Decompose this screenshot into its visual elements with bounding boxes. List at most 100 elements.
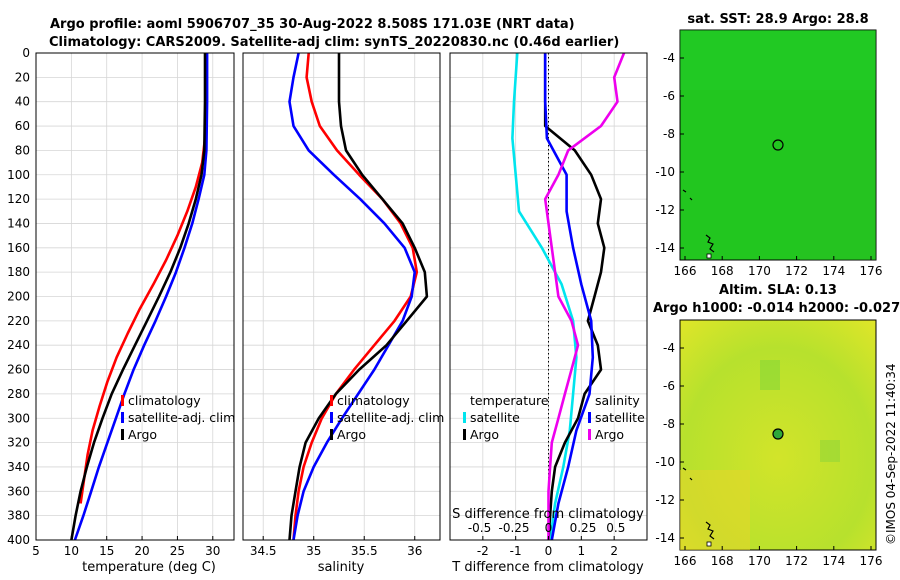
x-tick-label: 1 [578, 544, 586, 558]
sst-map-shade [800, 150, 876, 260]
legend-title-temperature: temperature [470, 393, 549, 408]
map-x-tick-label: 166 [674, 264, 697, 278]
map-x-tick-label: 170 [748, 554, 771, 568]
x2-tick-label: -0.5 [468, 521, 491, 535]
sst-map-ticks: 166 168 170 172 174 176 -4 -6 -8 -10 -12 -14 [655, 51, 882, 278]
map-y-tick-label: -10 [655, 455, 675, 469]
argo-location-marker [772, 428, 784, 440]
depth-tick-label: 120 [7, 192, 30, 206]
legend-swatch-temp-satellite [463, 412, 466, 423]
x-tick-label: 15 [99, 544, 114, 558]
header-title-line2: Climatology: CARS2009. Satellite-adj cli… [49, 35, 619, 50]
x2-tick-label: 0.25 [570, 521, 597, 535]
map-y-tick-label: -10 [655, 165, 675, 179]
map-y-tick-label: -12 [655, 203, 675, 217]
x-tick-label: 0 [545, 544, 553, 558]
legend-label-sal-argo: Argo [595, 427, 624, 442]
x-tick-label: 2 [610, 544, 618, 558]
map-y-tick-label: -4 [663, 51, 675, 65]
legend-title-salinity: salinity [595, 393, 640, 408]
map-y-tick-label: -4 [663, 341, 675, 355]
map-y-tick-label: -12 [655, 493, 675, 507]
depth-tick-label: 240 [7, 338, 30, 352]
depth-tick-label: 40 [15, 95, 30, 109]
map-x-tick-label: 170 [748, 264, 771, 278]
sst-map-title: sat. SST: 28.9 Argo: 28.8 [687, 12, 868, 27]
depth-tick-label: 20 [15, 70, 30, 84]
depth-tick-label: 340 [7, 460, 30, 474]
legend-swatch-sal-satellite [588, 412, 591, 423]
sst-map [679, 29, 877, 261]
sst-map-shade [680, 30, 876, 90]
map-x-tick-label: 176 [860, 264, 883, 278]
island-outline [706, 253, 712, 259]
map-x-tick-label: 174 [822, 554, 845, 568]
map-x-tick-label: 174 [822, 264, 845, 278]
series-line-satellite-adj-clim [288, 52, 416, 541]
depth-tick-label: 0 [22, 46, 30, 60]
x-tick-label: -2 [477, 544, 489, 558]
legend-swatch-argo [330, 429, 333, 440]
depth-tick-label: 380 [7, 509, 30, 523]
legend-label-temp-satellite: satellite [470, 410, 520, 425]
legend-swatch-climatology [121, 395, 124, 406]
series-line-temperature-satellite [511, 52, 578, 541]
depth-tick-label: 180 [7, 265, 30, 279]
x2-tick-label: -0.25 [498, 521, 529, 535]
legend-label-satellite: satellite-adj. clim [128, 410, 235, 425]
x-tick-label: 36 [407, 544, 422, 558]
salinity-legend: climatology satellite-adj. clim Argo [330, 393, 444, 442]
legend-swatch-argo [121, 429, 124, 440]
island-outline [682, 189, 715, 253]
map-x-tick-label: 166 [674, 554, 697, 568]
series-line-satellite-adj-clim [73, 53, 209, 541]
x-tick-label: 35 [306, 544, 321, 558]
diff-xlabel: T difference from climatology [451, 560, 644, 575]
legend-label-temp-argo: Argo [470, 427, 499, 442]
map-y-tick-label: -14 [655, 241, 675, 255]
series-line-salinity-argo [543, 52, 626, 540]
depth-axis: 0 20 40 60 80 100 120 140 160 180 200 220 240 260 280 3… [7, 46, 30, 547]
legend-swatch-sal-argo [588, 429, 591, 440]
temperature-panel: 5 10 15 20 25 30 [32, 52, 235, 558]
plot-frame [242, 52, 441, 541]
legend-label-argo: Argo [337, 427, 366, 442]
depth-tick-label: 100 [7, 168, 30, 182]
x-tick-label: 34.5 [250, 544, 277, 558]
sla-map-shade [820, 440, 840, 462]
temperature-xlabel: temperature (deg C) [82, 560, 216, 575]
plot-frame [35, 52, 235, 541]
legend-label-climatology: climatology [337, 393, 410, 408]
map-x-tick-label: 176 [860, 554, 883, 568]
depth-tick-label: 320 [7, 436, 30, 450]
map-x-tick-label: 172 [785, 264, 808, 278]
depth-tick-label: 400 [7, 533, 30, 547]
salinity-panel: 34.5 35 35.5 36 [242, 52, 441, 558]
series-line-salinity-satellite [543, 53, 595, 541]
series-line-temperature-argo [543, 53, 606, 541]
legend-label-climatology: climatology [128, 393, 201, 408]
map-y-tick-label: -8 [663, 417, 675, 431]
map-x-tick-label: 172 [785, 554, 808, 568]
x-tick-label: 35.5 [351, 544, 378, 558]
depth-tick-label: 160 [7, 241, 30, 255]
series-line-argo [288, 53, 429, 541]
legend-label-satellite: satellite-adj. clim [337, 410, 444, 425]
island-outline [682, 467, 715, 540]
x-tick-label: 20 [134, 544, 149, 558]
map-y-tick-label: -6 [663, 379, 675, 393]
legend-label-sal-satellite: satellite [595, 410, 645, 425]
sla-map-shade [760, 360, 780, 390]
depth-tick-label: 60 [15, 119, 30, 133]
series-line-argo [70, 53, 207, 541]
x2-tick-label: 0.5 [606, 521, 625, 535]
depth-tick-label: 220 [7, 314, 30, 328]
imos-credit: ©IMOS 04-Sep-2022 11:40:34 [884, 363, 898, 545]
difference-legend: temperature salinity satellite Argo sate… [463, 393, 645, 442]
depth-tick-label: 280 [7, 387, 30, 401]
x-tick-label: -1 [510, 544, 522, 558]
legend-swatch-temp-argo [463, 429, 466, 440]
temperature-legend: climatology satellite-adj. clim Argo [121, 393, 235, 442]
map-x-tick-label: 168 [711, 264, 734, 278]
depth-tick-label: 200 [7, 290, 30, 304]
